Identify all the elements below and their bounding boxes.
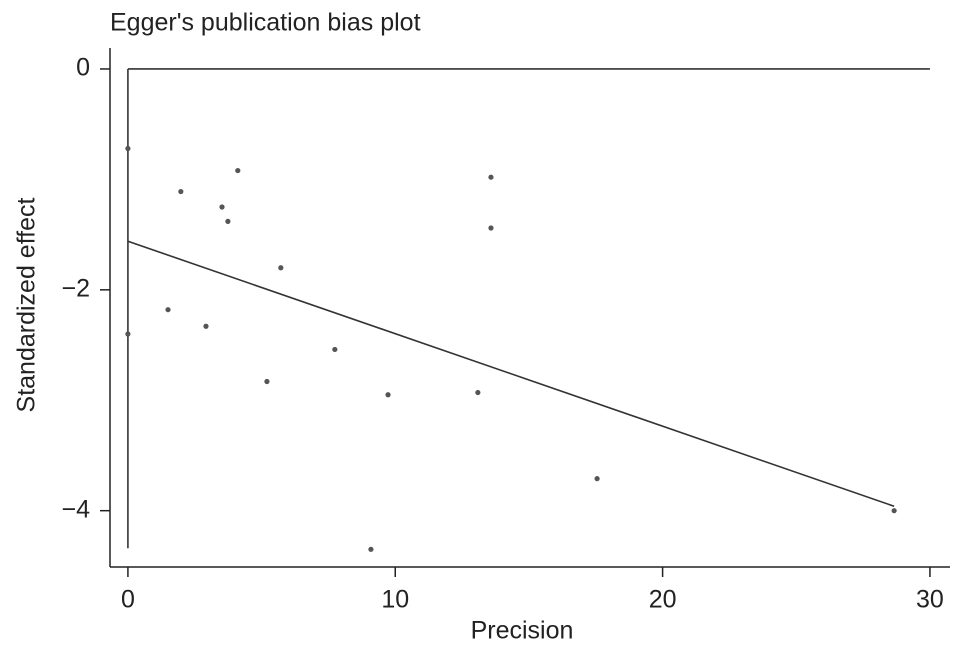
- point: [264, 378, 270, 385]
- point: [475, 389, 481, 396]
- y-tick-label: −2: [61, 274, 90, 302]
- x-tick-label: 0: [121, 586, 135, 614]
- point: [594, 476, 600, 482]
- y-tick-label: −4: [61, 495, 90, 523]
- x-tick-label: 30: [916, 586, 944, 614]
- y-axis-label: Standardized effect: [13, 197, 41, 412]
- x-tick-label: 10: [381, 586, 409, 614]
- point: [165, 307, 171, 313]
- point: [125, 331, 131, 337]
- y-tick-label: 0: [76, 54, 90, 82]
- x-tick-label: 20: [649, 586, 677, 614]
- chart-title: Egger's publication bias plot: [110, 9, 421, 37]
- point: [203, 323, 209, 329]
- fit-line: [127, 240, 895, 508]
- point: [488, 174, 494, 180]
- point: [225, 218, 231, 224]
- point: [278, 265, 284, 271]
- point: [488, 225, 494, 231]
- point: [332, 346, 338, 353]
- point: [235, 167, 241, 174]
- point: [125, 145, 131, 152]
- x-axis-label: Precision: [471, 617, 574, 645]
- point: [385, 392, 391, 398]
- point: [178, 188, 184, 195]
- point: [219, 204, 225, 210]
- point: [368, 546, 374, 552]
- point: [891, 508, 897, 514]
